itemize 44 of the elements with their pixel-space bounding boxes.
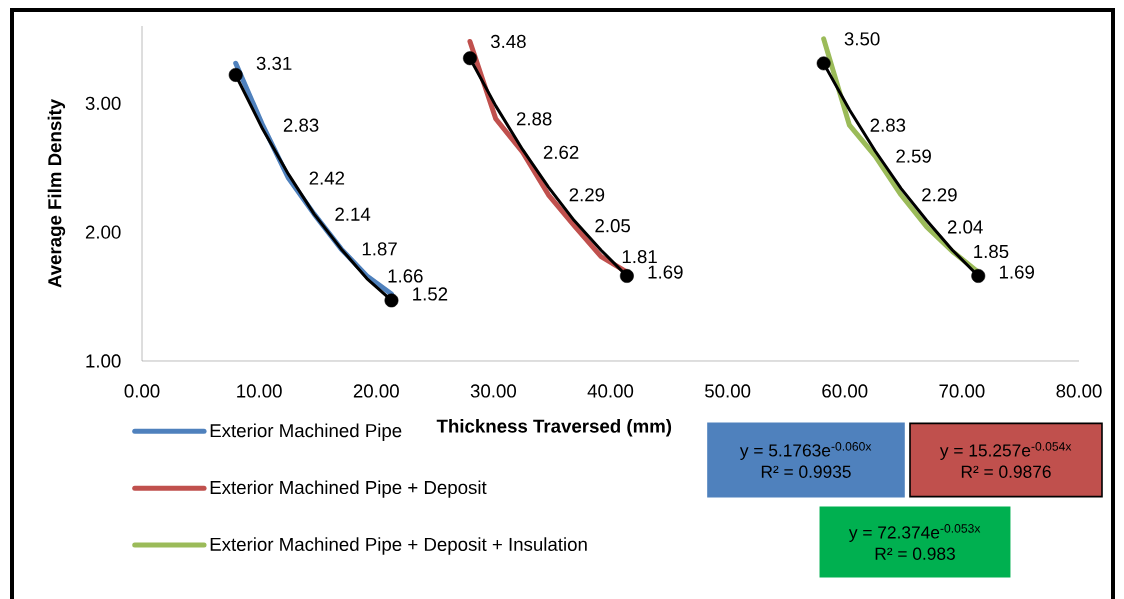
data-label: 2.42 — [309, 171, 345, 185]
x-tick-label: 10.00 — [237, 384, 282, 398]
data-label: 2.05 — [595, 219, 631, 233]
data-label: 1.69 — [999, 265, 1034, 279]
data-label: 1.87 — [362, 242, 397, 256]
data-label: 1.52 — [413, 287, 448, 301]
x-tick-label: 80.00 — [1056, 384, 1102, 398]
x-tick-label: 40.00 — [587, 384, 634, 398]
x-tick-label: 30.00 — [470, 384, 517, 398]
legend-label: Exterior Machined Pipe + Deposit — [210, 480, 487, 498]
y-axis-title: Average Film Density — [47, 99, 66, 288]
data-label: 2.88 — [516, 112, 552, 126]
text: R² = 0.983 — [875, 547, 955, 560]
x-tick-label: 20.00 — [353, 384, 399, 398]
data-label: 2.59 — [896, 149, 931, 163]
data-label: 1.81 — [622, 250, 657, 264]
x-tick-label: 50.00 — [705, 384, 751, 398]
text: y = 5.1763e$^{-0.060x}$ — [739, 442, 872, 460]
data-label: 3.48 — [490, 34, 526, 49]
legend-label: Exterior Machined Pipe + Deposit + Insulation — [210, 537, 587, 555]
data-label: 3.31 — [256, 56, 292, 70]
text: y = 72.374e$^{-0.053x}$ — [848, 524, 981, 542]
text: y = 15.257e$^{-0.054x}$ — [939, 442, 1072, 460]
x-tick-label: 70.00 — [939, 384, 985, 398]
text: R² = 0.9876 — [961, 465, 1051, 478]
data-label: 1.66 — [388, 269, 423, 283]
data-label: 1.69 — [648, 265, 683, 279]
y-tick-label: 3.00 — [85, 96, 121, 110]
legend-label: Exterior Machined Pipe — [210, 423, 402, 441]
data-label: 3.50 — [844, 32, 880, 46]
data-label: 2.14 — [335, 207, 371, 221]
x-axis-title: Thickness Traversed (mm) — [436, 419, 672, 437]
data-label: 2.83 — [283, 118, 319, 132]
data-label: 2.83 — [870, 118, 906, 132]
x-tick-label: 0.00 — [124, 384, 160, 398]
x-tick-label: 60.00 — [822, 384, 868, 398]
y-tick-label: 1.00 — [86, 354, 121, 368]
data-label: 1.85 — [974, 244, 1009, 259]
text: R² = 0.9935 — [761, 465, 851, 478]
data-label: 2.62 — [543, 145, 579, 159]
y-tick-label: 2.00 — [85, 225, 121, 239]
data-label: 2.04 — [947, 220, 983, 234]
data-label: 2.29 — [569, 188, 605, 202]
data-label: 2.29 — [922, 188, 957, 202]
